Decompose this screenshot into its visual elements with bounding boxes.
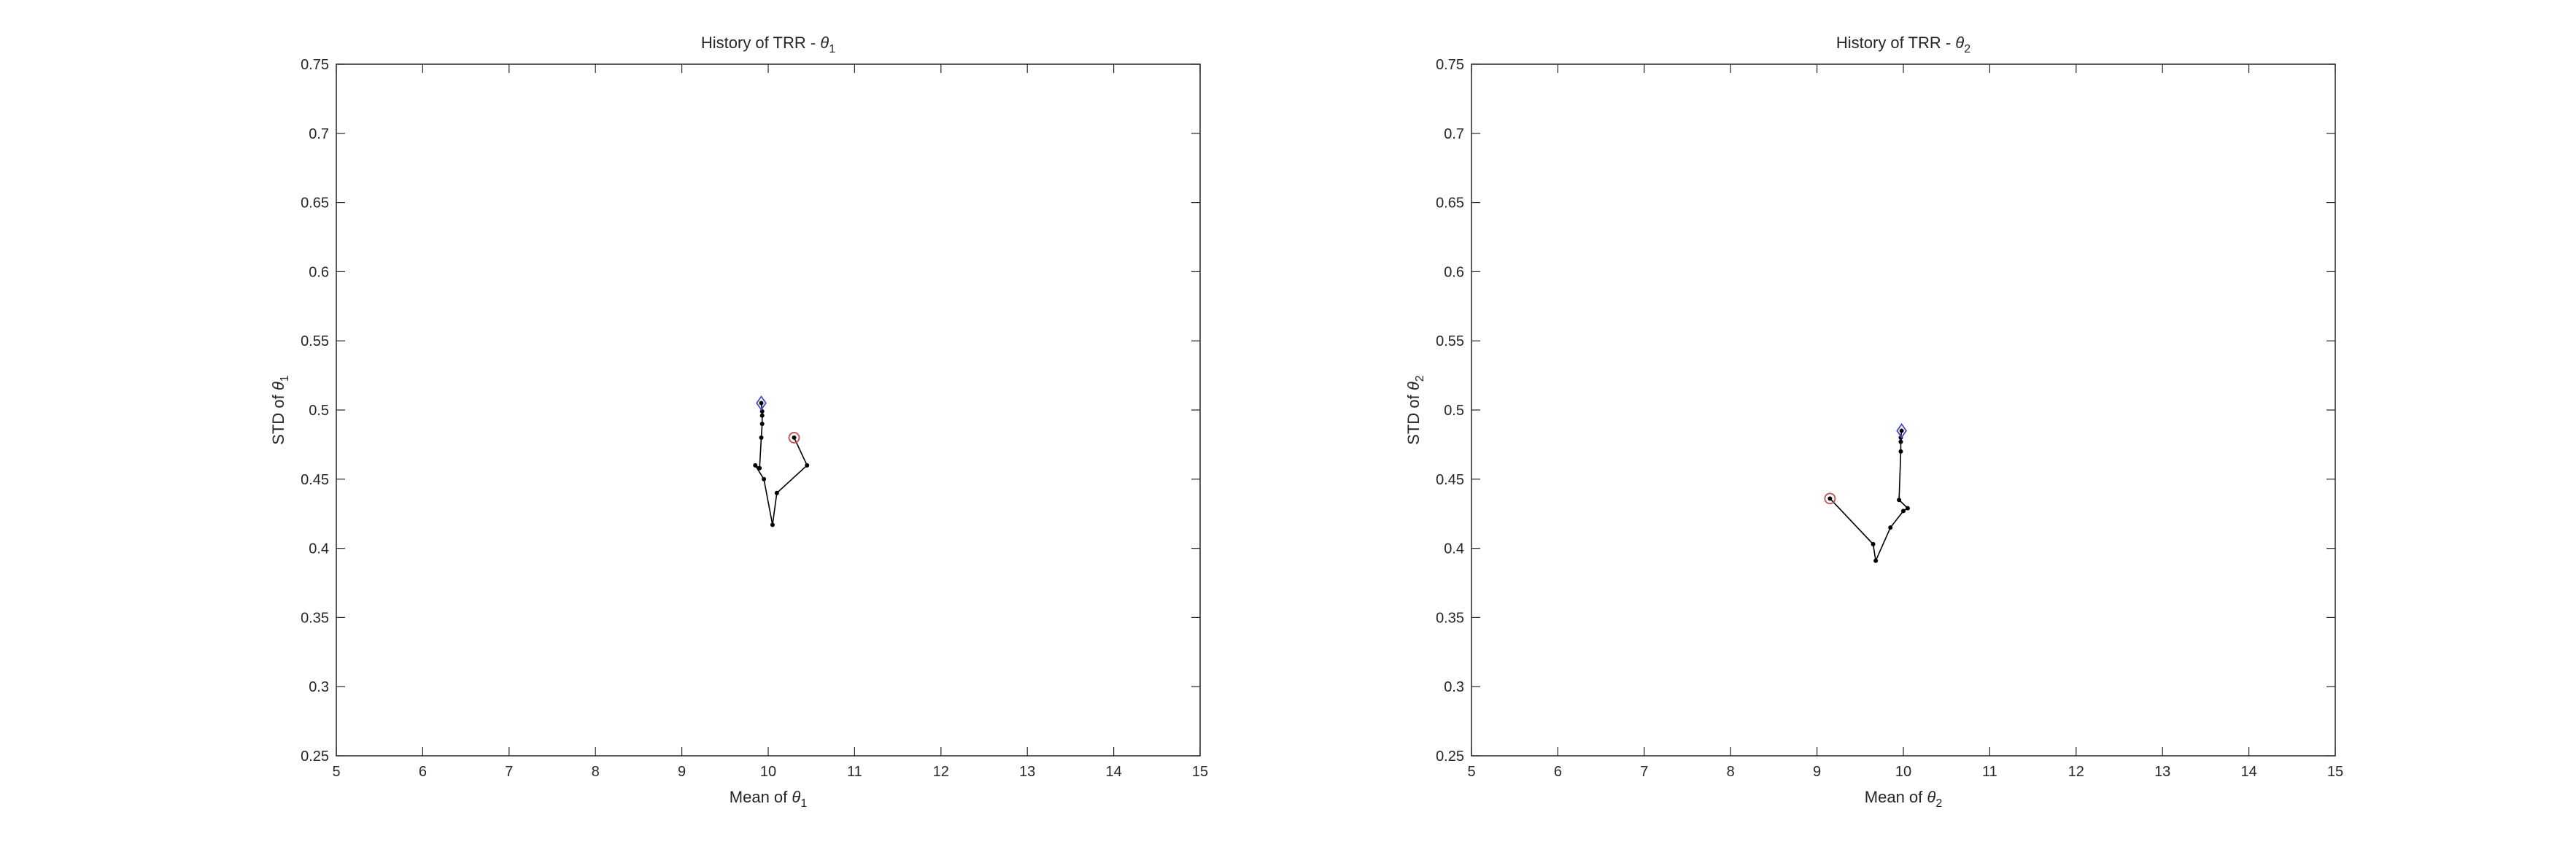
data-point bbox=[1888, 525, 1893, 530]
y-tick-label: 0.65 bbox=[1436, 196, 1464, 212]
x-tick-label: 10 bbox=[760, 764, 776, 780]
data-point bbox=[762, 476, 767, 481]
chart-title: History of TRR - θ1 bbox=[701, 34, 835, 55]
x-tick-label: 10 bbox=[1895, 764, 1911, 780]
x-tick-label: 14 bbox=[2240, 764, 2256, 780]
y-tick-label: 0.45 bbox=[1436, 472, 1464, 488]
data-point bbox=[1898, 439, 1903, 444]
y-tick-label: 0.7 bbox=[309, 126, 329, 142]
x-tick-label: 8 bbox=[592, 764, 600, 780]
x-tick-label: 11 bbox=[1982, 764, 1997, 780]
x-tick-label: 7 bbox=[1640, 764, 1648, 780]
x-tick-label: 6 bbox=[419, 764, 427, 780]
x-tick-label: 7 bbox=[505, 764, 513, 780]
plot-area-box bbox=[1471, 63, 2336, 757]
x-tick-label: 15 bbox=[1192, 764, 1208, 780]
y-tick-label: 0.4 bbox=[1444, 541, 1464, 557]
data-point bbox=[757, 465, 762, 471]
y-tick-label: 0.65 bbox=[301, 196, 329, 212]
x-tick-label: 15 bbox=[2327, 764, 2343, 780]
data-point bbox=[1871, 541, 1876, 546]
x-axis-label: Mean of θ2 bbox=[1865, 788, 1943, 810]
y-tick-label: 0.35 bbox=[1436, 610, 1464, 626]
data-point bbox=[1897, 498, 1902, 503]
x-tick-label: 5 bbox=[1467, 764, 1475, 780]
y-tick-label: 0.25 bbox=[301, 749, 329, 765]
data-point bbox=[753, 463, 758, 468]
x-tick-label: 9 bbox=[1813, 764, 1821, 780]
data-point bbox=[759, 421, 765, 426]
data-point bbox=[759, 435, 764, 440]
x-tick-label: 12 bbox=[2068, 764, 2084, 780]
data-point bbox=[759, 409, 765, 414]
data-point bbox=[759, 413, 765, 418]
start-marker bbox=[788, 432, 800, 444]
y-tick-label: 0.55 bbox=[301, 333, 329, 349]
data-point bbox=[805, 463, 810, 468]
chart-panel-2: 5 6 7 8 9 10 11 12 13 14 15 0.25 0.3 0.35 0.4 0.45 0.5 0.… bbox=[1404, 34, 2343, 810]
y-tick-label: 0.6 bbox=[309, 264, 329, 280]
data-point bbox=[1901, 508, 1906, 514]
y-tick-label: 0.75 bbox=[1436, 57, 1464, 73]
y-tick-label: 0.7 bbox=[1444, 126, 1464, 142]
x-tick-label: 11 bbox=[847, 764, 862, 780]
data-point bbox=[774, 490, 779, 495]
x-tick-label: 13 bbox=[2154, 764, 2170, 780]
y-tick-label: 0.45 bbox=[301, 472, 329, 488]
data-point bbox=[792, 435, 797, 440]
x-tick-label: 8 bbox=[1727, 764, 1735, 780]
x-tick-label: 13 bbox=[1019, 764, 1035, 780]
end-marker bbox=[756, 395, 767, 411]
y-tick-label: 0.55 bbox=[1436, 333, 1464, 349]
data-point bbox=[1898, 449, 1903, 454]
x-tick-label: 5 bbox=[332, 764, 340, 780]
x-tick-label: 12 bbox=[933, 764, 949, 780]
data-point bbox=[1899, 428, 1904, 433]
x-tick-label: 14 bbox=[1105, 764, 1121, 780]
x-tick-label: 9 bbox=[678, 764, 686, 780]
y-tick-label: 0.35 bbox=[301, 610, 329, 626]
x-axis-label: Mean of θ1 bbox=[730, 788, 808, 810]
y-tick-label: 0.3 bbox=[1444, 679, 1464, 695]
chart-panel-1: 5 6 7 8 9 10 11 12 13 14 15 0.25 0.3 0.35 0.4 0.45 0.5 0.… bbox=[269, 34, 1208, 810]
y-tick-label: 0.6 bbox=[1444, 264, 1464, 280]
data-point bbox=[1873, 558, 1879, 563]
y-tick-label: 0.5 bbox=[1444, 403, 1464, 419]
data-point bbox=[759, 401, 764, 406]
y-tick-label: 0.5 bbox=[309, 403, 329, 419]
data-point bbox=[770, 522, 775, 527]
y-tick-label: 0.75 bbox=[301, 57, 329, 73]
start-marker bbox=[1824, 492, 1836, 505]
plot-area-box bbox=[336, 63, 1201, 757]
y-tick-label: 0.4 bbox=[309, 541, 329, 557]
y-axis-label: STD of θ1 bbox=[269, 375, 291, 445]
y-axis-label: STD of θ2 bbox=[1404, 375, 1426, 445]
end-marker bbox=[1896, 422, 1908, 439]
chart-title: History of TRR - θ2 bbox=[1836, 34, 1970, 55]
data-point bbox=[1905, 506, 1910, 511]
y-tick-label: 0.3 bbox=[309, 679, 329, 695]
y-tick-label: 0.25 bbox=[1436, 749, 1464, 765]
x-tick-label: 6 bbox=[1554, 764, 1562, 780]
data-point bbox=[1827, 496, 1833, 501]
